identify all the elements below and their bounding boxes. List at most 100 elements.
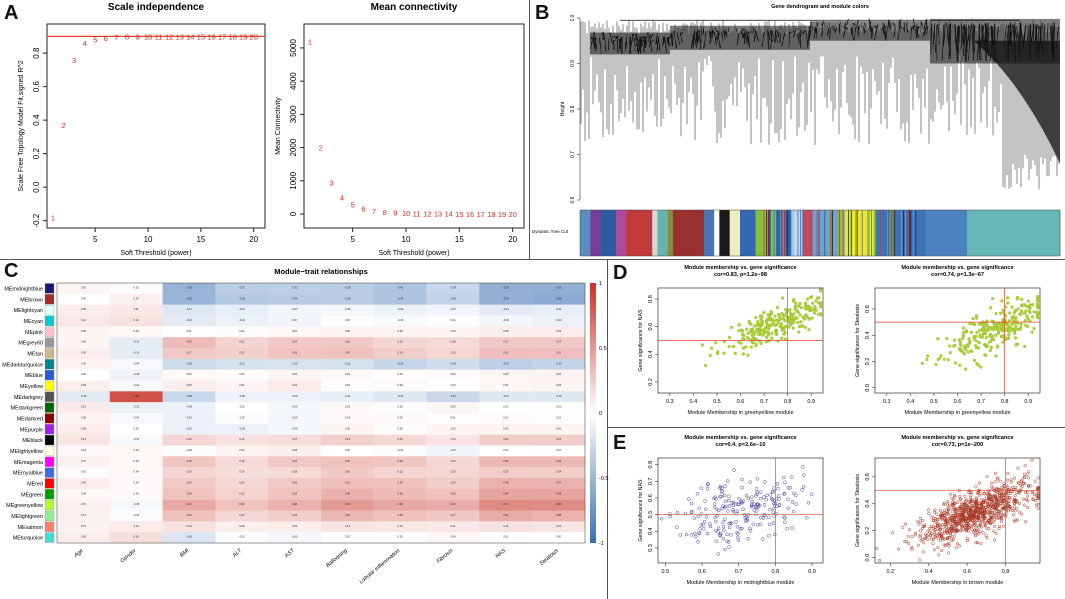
cell-value: -0.09 bbox=[186, 405, 192, 409]
data-point bbox=[986, 520, 990, 524]
heat-cell bbox=[162, 293, 216, 305]
data-point bbox=[748, 480, 753, 484]
heat-cell bbox=[109, 445, 163, 457]
data-point bbox=[775, 305, 780, 310]
cell-value: 0.29 bbox=[292, 350, 298, 354]
data-point bbox=[787, 308, 792, 313]
data-point bbox=[945, 510, 949, 514]
data-point bbox=[999, 516, 1003, 520]
data-point bbox=[721, 504, 725, 508]
cell-value: 0.05 bbox=[556, 383, 562, 387]
data-point bbox=[693, 534, 698, 539]
data-point bbox=[729, 325, 734, 330]
heat-cell bbox=[57, 510, 110, 522]
cell-value: 0.06 bbox=[239, 383, 245, 387]
module-color-stripe bbox=[786, 210, 788, 256]
data-point bbox=[718, 531, 723, 536]
row-color-swatch bbox=[44, 445, 55, 456]
module-color-segment bbox=[755, 210, 777, 256]
cell-value: 0.44 bbox=[556, 491, 562, 495]
cell-value: 0.01 bbox=[450, 415, 456, 419]
module-color-stripe bbox=[851, 210, 852, 256]
cell-value: 0.05 bbox=[81, 285, 87, 289]
data-point bbox=[754, 487, 759, 491]
heat-cell bbox=[321, 380, 374, 392]
data-point bbox=[1013, 331, 1017, 336]
module-color-segment bbox=[719, 210, 730, 256]
chart-dendrogram: Gene dendrogram and module colors1.00.90… bbox=[532, 4, 1061, 257]
data-point bbox=[1009, 480, 1013, 484]
heat-cell bbox=[57, 402, 110, 414]
cell-value: 0.01 bbox=[450, 318, 456, 322]
row-label: MElightyellow bbox=[10, 449, 43, 455]
row-color-swatch bbox=[44, 424, 55, 435]
data-point bbox=[938, 528, 942, 532]
data-point bbox=[923, 524, 927, 528]
heat-cell bbox=[109, 304, 163, 316]
data-point bbox=[1027, 470, 1031, 474]
cell-value: 0.05 bbox=[450, 405, 456, 409]
cell-value: -0.06 bbox=[503, 318, 509, 322]
heat-cell bbox=[57, 391, 110, 403]
cell-value: -0.27 bbox=[450, 394, 456, 398]
data-point-label: 17 bbox=[218, 32, 226, 41]
data-point bbox=[875, 546, 879, 550]
data-point bbox=[935, 518, 939, 522]
data-point bbox=[1027, 308, 1031, 312]
heat-cell bbox=[479, 434, 533, 446]
heat-cell bbox=[162, 413, 216, 425]
module-color-stripe bbox=[850, 210, 852, 256]
heat-cell bbox=[426, 445, 480, 457]
data-point bbox=[702, 527, 706, 531]
y-tick-label: 0.7 bbox=[570, 151, 576, 158]
x-tick-label: 5 bbox=[350, 235, 355, 244]
data-point bbox=[950, 510, 954, 514]
data-point bbox=[1001, 340, 1005, 344]
heat-cell bbox=[426, 467, 480, 479]
data-point bbox=[780, 296, 785, 300]
data-point bbox=[768, 493, 773, 497]
data-point bbox=[1011, 318, 1015, 322]
y-tick-label: 0.4 bbox=[648, 528, 654, 536]
data-point bbox=[714, 341, 718, 345]
data-point bbox=[767, 315, 771, 319]
cell-value: 0.30 bbox=[345, 350, 351, 354]
heat-cell bbox=[109, 478, 163, 490]
data-point bbox=[968, 340, 972, 345]
data-point-label: 10 bbox=[144, 32, 152, 41]
heat-cell bbox=[479, 510, 533, 522]
y-tick-label: 0.6 bbox=[570, 196, 576, 203]
data-point bbox=[810, 316, 814, 320]
data-point bbox=[721, 524, 726, 529]
data-point bbox=[1036, 494, 1040, 498]
cell-value: -0.05 bbox=[292, 426, 298, 430]
cell-value: 0.06 bbox=[81, 415, 87, 419]
cell-value: 0.13 bbox=[345, 524, 351, 528]
module-color-segment bbox=[652, 210, 658, 256]
cell-value: 0.56 bbox=[556, 502, 562, 506]
y-tick-label: 2000 bbox=[289, 138, 298, 156]
heat-cell bbox=[268, 304, 322, 316]
x-tick-label: 20 bbox=[249, 235, 258, 244]
module-color-stripe bbox=[769, 210, 771, 256]
data-point bbox=[675, 510, 680, 515]
data-point bbox=[791, 326, 795, 330]
data-point bbox=[949, 531, 953, 535]
data-point bbox=[995, 490, 999, 494]
data-point bbox=[723, 517, 727, 522]
data-point bbox=[963, 501, 967, 505]
data-point bbox=[992, 529, 996, 533]
data-point bbox=[741, 507, 745, 512]
x-tick-label: 0.5 bbox=[713, 399, 721, 405]
data-point bbox=[946, 506, 950, 510]
data-point bbox=[773, 314, 777, 318]
data-point bbox=[1010, 305, 1014, 309]
data-point bbox=[782, 332, 786, 336]
data-point bbox=[1023, 490, 1028, 494]
divider-vertical-top bbox=[529, 0, 530, 259]
cell-value: -0.35 bbox=[344, 296, 350, 300]
heat-cell bbox=[321, 521, 374, 533]
cell-value: 0.34 bbox=[503, 459, 509, 463]
row-color-swatch bbox=[44, 380, 55, 391]
data-point bbox=[918, 533, 922, 537]
